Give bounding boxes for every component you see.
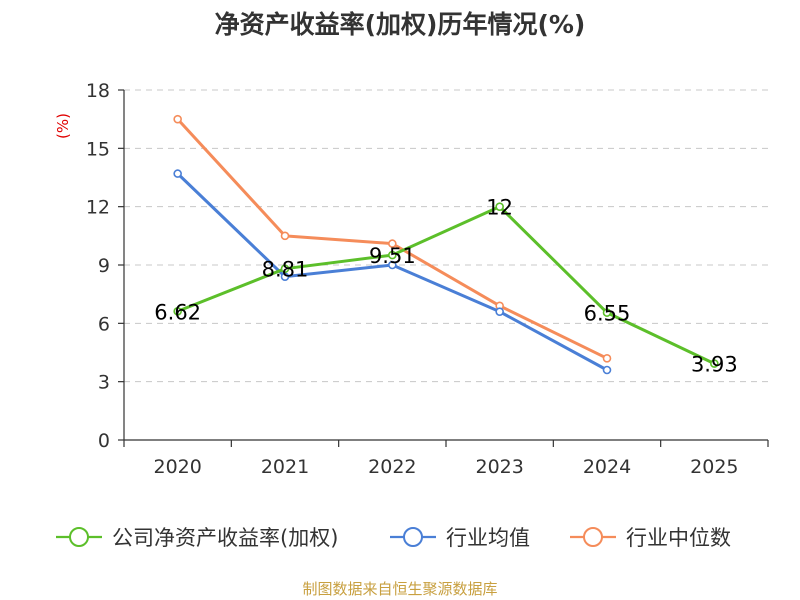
data-point — [280, 272, 290, 281]
data-point — [710, 359, 719, 368]
grid-lines — [124, 89, 768, 383]
legend-item-2[interactable]: 行业中位数 — [570, 526, 731, 550]
series-lines — [173, 114, 719, 375]
data-point — [495, 307, 504, 316]
data-point — [173, 306, 182, 316]
data-point — [602, 354, 612, 363]
legend-label: 公司净资产收益率(加权) — [112, 526, 338, 550]
legend-label: 行业中位数 — [626, 526, 731, 550]
data-labels: 6.62 8.81 9.51 12 6.55 3.93 — [154, 196, 737, 377]
x-tick-label: 2024 — [583, 456, 631, 478]
data-label: 3.93 — [691, 353, 738, 377]
data-label: 6.55 — [584, 302, 631, 326]
data-point — [280, 231, 290, 241]
data-point — [388, 250, 397, 260]
data-point — [495, 202, 504, 211]
y-tick-label: 6 — [98, 313, 110, 335]
x-tick-label: 2022 — [368, 456, 416, 478]
x-tick-label: 2025 — [690, 456, 738, 478]
data-point — [602, 365, 612, 375]
chart-title: 净资产收益率(加权)历年情况(%) — [215, 10, 586, 39]
x-tick-label: 2023 — [475, 456, 523, 478]
series-line-1 — [176, 172, 609, 372]
legend-marker — [69, 527, 89, 547]
legend-marker — [583, 527, 603, 547]
legend-marker — [403, 527, 423, 547]
x-tick-label: 2020 — [153, 456, 201, 478]
y-tick-label: 3 — [98, 372, 110, 394]
data-point — [388, 260, 397, 270]
legend-item-0[interactable]: 公司净资产收益率(加权) — [56, 526, 338, 550]
y-tick-label: 9 — [98, 255, 110, 277]
y-tick-label: 18 — [86, 80, 110, 102]
data-point — [602, 308, 612, 317]
data-label: 6.62 — [154, 300, 201, 324]
data-label: 9.51 — [369, 244, 416, 268]
data-point — [173, 169, 182, 178]
data-point — [173, 114, 182, 124]
data-label: 8.81 — [262, 258, 309, 282]
y-tick-label: 15 — [86, 138, 110, 160]
series-line-2 — [176, 117, 609, 360]
data-label: 12 — [486, 196, 513, 220]
data-point — [388, 239, 397, 248]
legend-item-1[interactable]: 行业均值 — [390, 526, 530, 550]
axes: 0 3 6 9 12 15 18 2020 2021 2022 2023 2024 2025 — [86, 80, 769, 478]
x-tick-label: 2021 — [261, 456, 309, 478]
source-note: 制图数据来自恒生聚源数据库 — [302, 580, 497, 598]
data-point — [280, 264, 290, 273]
legend-label: 行业均值 — [446, 526, 530, 550]
series-line-0 — [176, 205, 716, 366]
legend: 公司净资产收益率(加权) 行业均值 行业中位数 — [56, 526, 731, 550]
y-tick-label: 0 — [98, 430, 110, 452]
y-tick-label: 12 — [86, 197, 110, 219]
y-axis-label: (%) — [54, 113, 72, 139]
